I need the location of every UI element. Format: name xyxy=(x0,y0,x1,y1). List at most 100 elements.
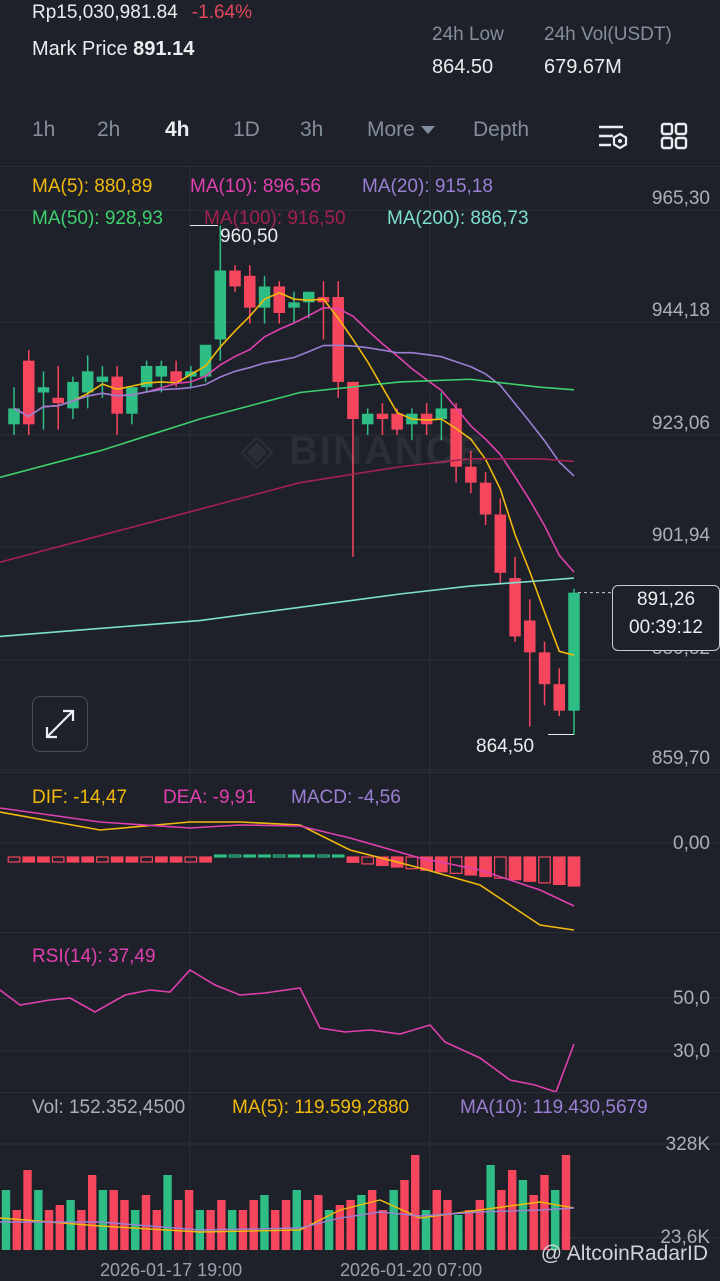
volume-bar xyxy=(98,1190,108,1250)
candle-body xyxy=(376,413,389,420)
tab-3h[interactable]: 3h xyxy=(300,118,324,141)
candle-body xyxy=(524,620,536,653)
ma10-legend: MA(10): 896,56 xyxy=(190,176,321,197)
tab-4h[interactable]: 4h xyxy=(165,118,190,141)
tab-depth[interactable]: Depth xyxy=(473,118,530,141)
chevron-down-icon xyxy=(420,126,435,135)
binance-logo-icon: ◈ xyxy=(240,425,276,474)
price-axis-label: 923,06 xyxy=(651,413,710,434)
grid-layout-icon[interactable] xyxy=(660,122,688,150)
tab-1h[interactable]: 1h xyxy=(32,118,56,141)
candle-body xyxy=(170,371,182,382)
volume-bar xyxy=(163,1175,172,1250)
macd-bar xyxy=(523,856,537,882)
ma200-legend: MA(200): 886,73 xyxy=(387,208,529,229)
price-change: -1.64% xyxy=(191,2,252,23)
rsi-legend: RSI(14): 37,49 xyxy=(32,946,156,967)
tab-more-label: More xyxy=(367,118,415,141)
candle-body xyxy=(96,376,109,382)
ma100-line xyxy=(0,457,575,563)
mark-price: Mark Price 891.14 xyxy=(32,38,194,61)
volume-bar xyxy=(475,1200,485,1250)
volume-bar xyxy=(486,1165,495,1250)
macd-bar xyxy=(213,854,227,858)
macd-bar xyxy=(479,856,492,878)
volume-bar xyxy=(346,1200,355,1250)
source-watermark: @ AltcoinRadarID xyxy=(540,1242,708,1265)
macd-bar xyxy=(66,856,80,863)
high-price-marker: 960,50 xyxy=(220,226,279,247)
volume-bar xyxy=(389,1190,398,1250)
dea-legend: DEA: -9,91 xyxy=(163,787,256,808)
volume-bar xyxy=(292,1190,301,1250)
candle-body xyxy=(391,413,403,430)
candle-body xyxy=(273,286,286,313)
tab-1d[interactable]: 1D xyxy=(233,118,260,141)
volume-bar xyxy=(34,1190,43,1250)
candle-body xyxy=(199,344,212,377)
macd-bar xyxy=(493,856,507,879)
expand-icon xyxy=(45,709,75,739)
candle-body xyxy=(420,413,433,425)
macd-bar xyxy=(228,854,242,858)
chart-settings-icon[interactable] xyxy=(597,122,629,152)
macd-bar xyxy=(258,854,271,858)
volume-bar xyxy=(281,1200,291,1250)
macd-bar xyxy=(37,856,50,863)
macd-bar xyxy=(125,856,139,863)
macd-bar xyxy=(449,856,463,874)
price-axis-label: 965,30 xyxy=(651,188,710,209)
candle-body xyxy=(435,408,448,420)
volume-bar xyxy=(77,1210,86,1250)
ma50-line xyxy=(0,378,575,479)
ma5-legend: MA(5): 880,89 xyxy=(32,176,153,197)
macd-bar xyxy=(552,856,566,886)
ma200-line xyxy=(0,577,575,638)
candle-body xyxy=(52,397,64,404)
macd-axis-label: 0,00 xyxy=(673,833,710,854)
tab-more[interactable]: More xyxy=(367,118,435,142)
volume-bar xyxy=(357,1195,366,1250)
tab-2h[interactable]: 2h xyxy=(97,118,121,141)
volume-bar xyxy=(454,1215,463,1250)
low-price-marker: 864,50 xyxy=(476,736,535,757)
rsi-line xyxy=(0,968,575,1094)
volume-bar xyxy=(1,1190,11,1250)
candle-body xyxy=(479,482,492,515)
volume-legend: Vol: 152.352,4500 xyxy=(32,1097,186,1118)
dif-line xyxy=(0,811,575,931)
candle-body xyxy=(8,408,20,425)
macd-bar xyxy=(7,856,21,863)
binance-watermark: ◈ BINANCE xyxy=(240,424,485,475)
current-price: 891,26 xyxy=(636,589,696,610)
volume-ma10-line xyxy=(0,1207,575,1231)
macd-bar xyxy=(81,856,95,863)
volume-bar xyxy=(367,1190,377,1250)
candle-body xyxy=(332,297,344,382)
macd-bar xyxy=(243,854,257,858)
watermark-text: BINANCE xyxy=(288,429,486,473)
macd-bar xyxy=(110,856,124,863)
macd-bar xyxy=(287,854,301,858)
candle-body xyxy=(229,270,241,287)
volume-bar xyxy=(87,1175,97,1250)
volume-bar xyxy=(260,1195,269,1250)
macd-bar xyxy=(317,854,330,858)
current-price-box[interactable]: 891,26 00:39:12 xyxy=(612,585,720,651)
price-axis-label: 859,70 xyxy=(651,748,710,769)
vol-label: 24h Vol(USDT) xyxy=(544,24,672,45)
volume-bar xyxy=(324,1210,334,1250)
kline-chart[interactable] xyxy=(0,166,720,1281)
volume-bar xyxy=(507,1170,517,1250)
volume-bar xyxy=(109,1190,118,1250)
expand-button[interactable] xyxy=(32,696,88,752)
mark-price-value: 891.14 xyxy=(133,38,195,60)
date-label: 2026-01-17 19:00 xyxy=(100,1260,243,1280)
volume-divider xyxy=(0,1092,720,1093)
ma50-legend: MA(50): 928,93 xyxy=(32,208,163,229)
macd-bar xyxy=(140,856,153,863)
macd-bar xyxy=(169,856,183,863)
volume-axis-bottom: 23,6K xyxy=(660,1227,710,1248)
candle-body xyxy=(450,408,462,467)
candle-body xyxy=(244,275,256,308)
